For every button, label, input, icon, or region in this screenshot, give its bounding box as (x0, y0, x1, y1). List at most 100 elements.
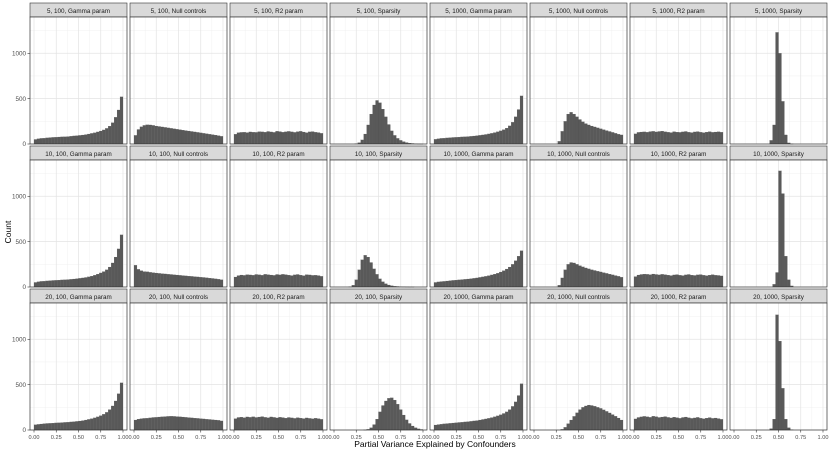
histogram-bar (587, 269, 590, 287)
histogram-bar (281, 274, 284, 287)
histogram-bar (214, 420, 217, 430)
histogram-bar (511, 264, 514, 287)
histogram-bar (452, 137, 455, 144)
histogram-bar (111, 406, 114, 430)
histogram-bar (96, 274, 99, 287)
histogram-bar (446, 281, 449, 287)
histogram-bar (387, 398, 390, 430)
histogram-bar (611, 132, 614, 144)
histogram-bar (120, 383, 123, 430)
histogram-bar (573, 114, 576, 144)
histogram-bar (267, 131, 270, 144)
histogram-bar (476, 278, 479, 287)
x-tick-label: 0.25 (151, 435, 162, 441)
histogram-bar (667, 275, 670, 287)
histogram-bar (143, 125, 146, 144)
histogram-bar (479, 277, 482, 287)
histogram-bar (720, 276, 723, 287)
histogram-bar (573, 263, 576, 287)
facet-title: 20, 100, Gamma param (45, 294, 112, 301)
histogram-bar (196, 132, 199, 144)
histogram-bar (658, 131, 661, 144)
histogram-bar (70, 422, 73, 430)
x-tick-label: 0.50 (573, 435, 584, 441)
histogram-bar (687, 274, 690, 287)
histogram-bar (373, 105, 376, 144)
histogram-bar (117, 110, 120, 144)
histogram-bar (587, 405, 590, 430)
histogram-bar (102, 414, 105, 430)
histogram-bar (137, 419, 140, 430)
histogram-bar (658, 275, 661, 287)
y-axis-title: Count (3, 220, 13, 243)
histogram-bar (149, 125, 152, 144)
histogram-bar (576, 264, 579, 287)
histogram-bar (246, 275, 249, 287)
histogram-bar (779, 171, 782, 287)
histogram-bar (161, 127, 164, 144)
histogram-bar (46, 281, 49, 287)
histogram-bar (205, 278, 208, 287)
histogram-bar (646, 274, 649, 287)
histogram-bar (396, 404, 399, 430)
histogram-bar (711, 275, 714, 287)
histogram-bar (470, 279, 473, 287)
histogram-bar (599, 272, 602, 287)
histogram-bar (443, 138, 446, 144)
histogram-bar (399, 410, 402, 430)
histogram-bar (137, 129, 140, 144)
histogram-bar (637, 417, 640, 430)
histogram-bar (381, 282, 384, 287)
x-tick-label: 0.25 (551, 435, 562, 441)
histogram-bar (673, 417, 676, 430)
histogram-bar (390, 131, 393, 144)
histogram-bar (714, 275, 717, 287)
histogram-bar (408, 423, 411, 430)
histogram-bar (84, 277, 87, 287)
histogram-bar (464, 279, 467, 287)
y-tick-label: 500 (15, 239, 26, 246)
histogram-bar (370, 263, 373, 287)
x-tick-label: 0.75 (195, 435, 206, 441)
histogram-bar (664, 275, 667, 287)
histogram-bar (170, 274, 173, 287)
y-tick-label: 1000 (12, 193, 27, 200)
x-tick-label: 1.00 (518, 435, 529, 441)
histogram-bar (502, 130, 505, 144)
histogram-bar (317, 276, 320, 287)
histogram-bar (646, 417, 649, 430)
histogram-bar (699, 132, 702, 144)
x-tick-label: 0.75 (95, 435, 106, 441)
histogram-bar (187, 276, 190, 287)
histogram-bar (773, 284, 776, 287)
facet-title: 20, 1000, R2 param (651, 294, 707, 301)
x-tick-label: 0.00 (629, 435, 640, 441)
histogram-bar (255, 132, 258, 144)
histogram-bar (437, 139, 440, 144)
histogram-bar (164, 274, 167, 287)
histogram-bar (584, 406, 587, 430)
histogram-bar (393, 135, 396, 144)
histogram-bar (479, 135, 482, 144)
histogram-bar (705, 132, 708, 144)
histogram-bar (84, 135, 87, 144)
histogram-bar (73, 279, 76, 287)
histogram-bar (190, 276, 193, 287)
histogram-bar (605, 273, 608, 287)
histogram-bar (373, 269, 376, 287)
histogram-bar (517, 396, 520, 430)
facet-panel: 10, 100, Gamma param (30, 146, 127, 287)
histogram-bar (52, 137, 55, 144)
histogram-bar (176, 417, 179, 430)
histogram-bar (314, 418, 317, 430)
histogram-bar (70, 136, 73, 144)
histogram-bar (43, 138, 46, 144)
histogram-bar (602, 410, 605, 430)
x-tick-label: 1.00 (318, 435, 329, 441)
facet-panel: 5, 100, Null controls (130, 3, 227, 144)
histogram-bar (73, 136, 76, 144)
x-tick-label: 0.00 (129, 435, 140, 441)
facet-title: 20, 100, R2 param (252, 294, 304, 301)
histogram-bar (211, 278, 214, 287)
histogram-bar (514, 261, 517, 287)
